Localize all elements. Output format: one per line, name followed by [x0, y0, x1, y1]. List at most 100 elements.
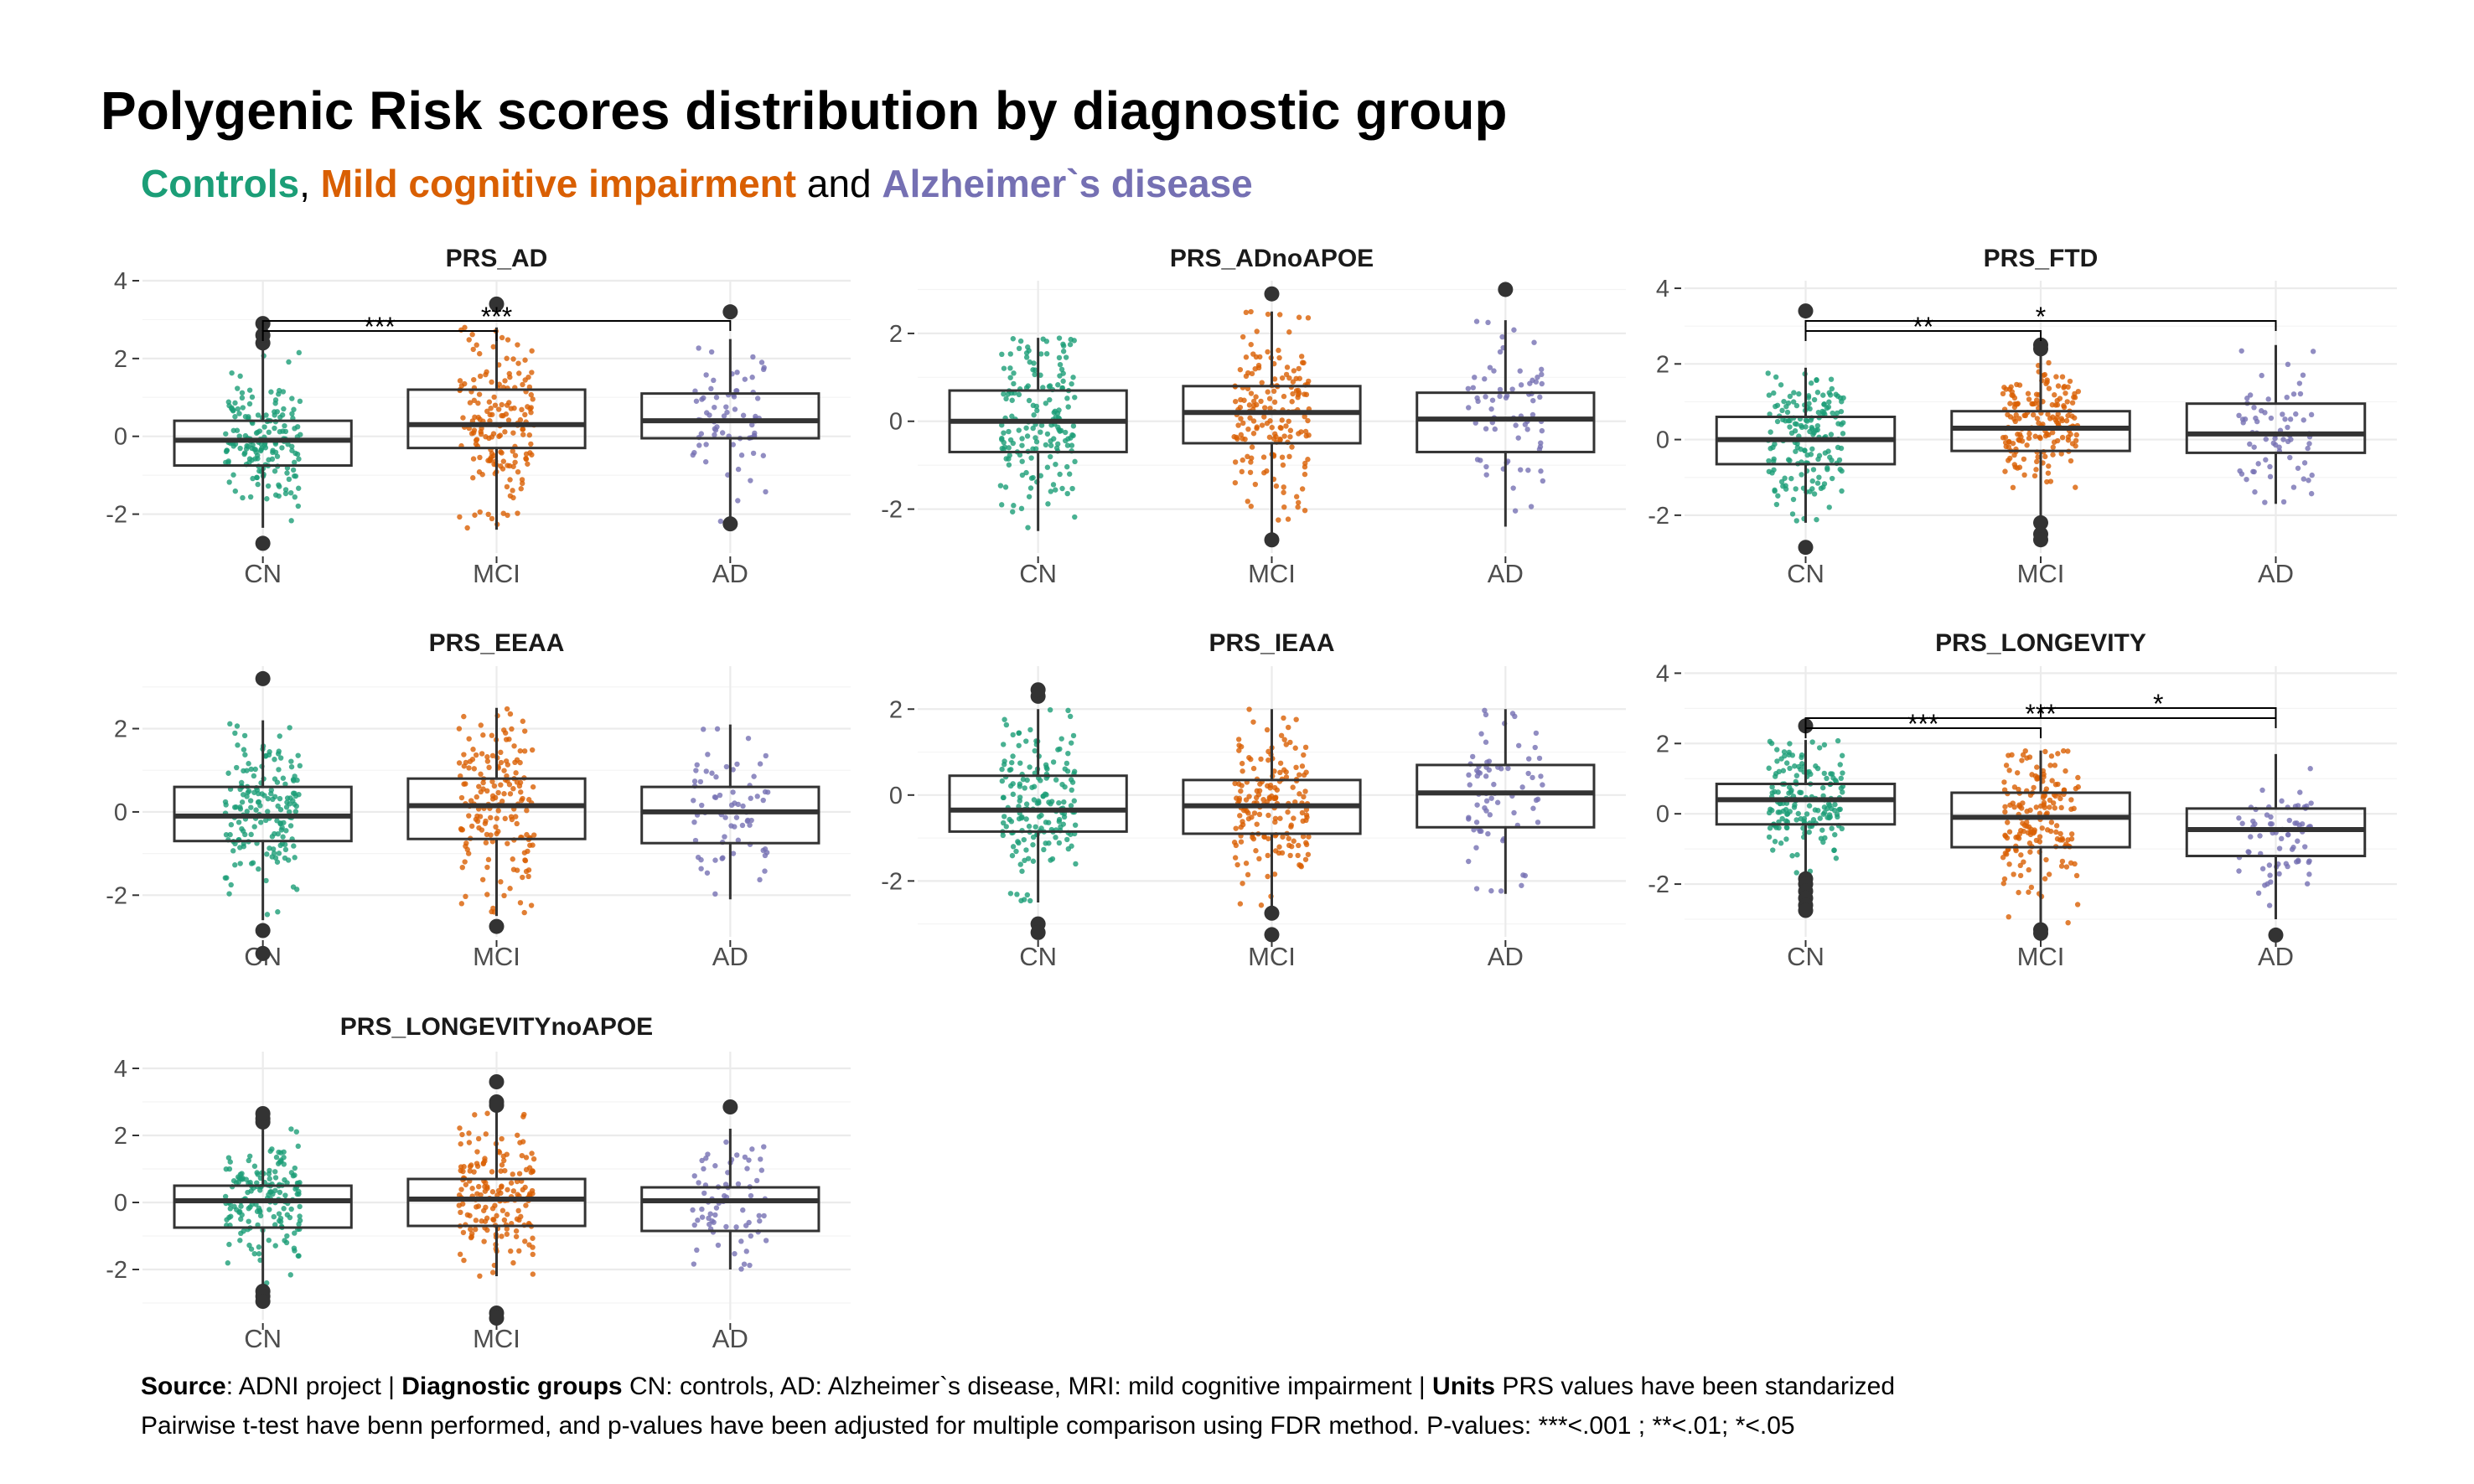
data-point: [1252, 365, 1258, 372]
data-point: [1016, 427, 1022, 433]
data-point: [2057, 795, 2063, 802]
data-point: [251, 447, 257, 452]
data-point: [230, 848, 236, 854]
data-point: [266, 1237, 272, 1244]
data-point: [1522, 421, 1529, 427]
data-point: [515, 360, 521, 366]
data-point: [1474, 773, 1481, 779]
data-point: [1048, 442, 1054, 448]
box-mci: [1950, 791, 2131, 849]
data-point: [2043, 856, 2049, 863]
data-point: [713, 1205, 720, 1211]
data-point: [1302, 789, 1308, 794]
x-tick-label: MCI: [2017, 559, 2065, 588]
data-point: [1793, 402, 1800, 409]
data-point: [1261, 414, 1267, 420]
data-point: [530, 1271, 536, 1277]
data-point: [517, 747, 523, 754]
data-point: [1794, 444, 1801, 451]
data-point: [529, 747, 536, 753]
data-point: [1491, 781, 1497, 788]
data-point: [2055, 411, 2061, 417]
data-point: [1302, 460, 1308, 467]
data-point: [1280, 462, 1286, 468]
data-point: [1234, 434, 1240, 441]
data-point: [276, 767, 282, 773]
data-point: [1280, 834, 1286, 840]
data-point: [748, 478, 753, 483]
caption-source-text: : ADNI project |: [225, 1373, 402, 1400]
data-point: [270, 449, 276, 456]
data-point: [2046, 871, 2052, 877]
data-point: [494, 1213, 499, 1219]
data-point: [2021, 859, 2026, 865]
data-point: [1021, 897, 1027, 902]
data-point: [2041, 802, 2047, 808]
data-point: [263, 877, 269, 884]
caption-units-text: PRS values have been standarized: [1495, 1373, 1896, 1400]
data-point: [2047, 828, 2054, 835]
data-point: [1241, 807, 1247, 814]
data-point: [1237, 813, 1243, 819]
data-point: [1253, 394, 1259, 400]
data-point: [1799, 754, 1804, 761]
data-point: [1044, 431, 1051, 437]
data-point: [1009, 759, 1015, 766]
data-point: [1486, 758, 1493, 764]
outlier-point: [489, 296, 505, 312]
data-point: [747, 1262, 753, 1269]
data-point: [1256, 788, 1263, 794]
data-point: [1023, 425, 1029, 431]
outlier-point: [1030, 924, 1046, 940]
data-point: [240, 494, 246, 501]
data-point: [2247, 441, 2253, 447]
data-point: [2001, 385, 2007, 390]
data-point: [1775, 493, 1781, 499]
data-point: [2043, 786, 2050, 792]
data-point: [235, 820, 242, 825]
data-point: [2244, 476, 2249, 483]
data-point: [253, 807, 259, 813]
y-tick-label: 4: [1656, 660, 1669, 687]
data-point: [708, 349, 715, 355]
data-point: [999, 351, 1005, 358]
data-point: [277, 733, 282, 739]
data-point: [1064, 760, 1070, 767]
data-point: [1296, 842, 1302, 849]
data-point: [1277, 312, 1283, 318]
data-point: [502, 730, 509, 736]
data-point: [2061, 385, 2067, 390]
data-point: [1518, 467, 1524, 473]
data-point: [489, 1169, 495, 1175]
data-point: [1539, 371, 1545, 378]
data-point: [712, 404, 717, 411]
data-point: [229, 370, 235, 376]
data-point: [1297, 791, 1302, 797]
data-point: [1053, 445, 1060, 451]
data-point: [2267, 473, 2274, 480]
data-point: [296, 456, 302, 462]
data-point: [499, 1135, 505, 1142]
data-point: [2047, 478, 2054, 484]
data-point: [239, 1176, 246, 1182]
data-point: [1053, 777, 1059, 783]
data-point: [1305, 417, 1311, 424]
y-tick-label: 2: [114, 716, 127, 743]
data-point: [266, 429, 272, 436]
data-point: [1486, 767, 1493, 773]
data-point: [748, 1192, 754, 1199]
data-point: [521, 909, 527, 916]
significance-bracket: [1804, 330, 2042, 341]
data-point: [1533, 379, 1539, 385]
panel-title: PRS_ADnoAPOE: [1170, 245, 1374, 272]
data-point: [742, 1154, 748, 1161]
data-point: [1258, 398, 1264, 405]
data-point: [239, 390, 246, 396]
data-point: [2046, 385, 2052, 391]
data-point: [237, 845, 243, 851]
data-point: [712, 891, 718, 897]
box-ad: [1416, 763, 1596, 829]
data-point: [1013, 848, 1019, 855]
data-point: [1027, 485, 1034, 491]
box-ad: [640, 785, 820, 845]
